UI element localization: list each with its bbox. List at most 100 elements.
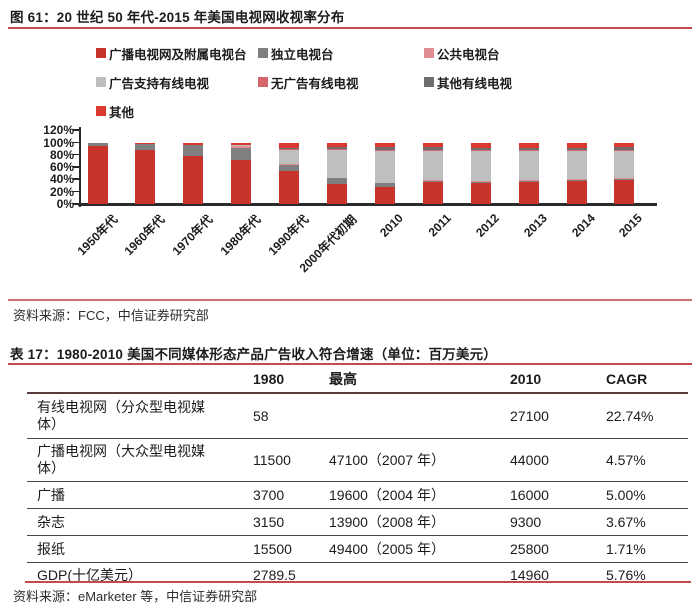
x-tick-label: 2011 [425, 211, 454, 240]
bar-segment [374, 149, 395, 152]
value-cell: 3150 [253, 513, 285, 530]
row-label-cell: 广播电视网（大众型电视媒体） [37, 443, 205, 476]
value-cell: 5.76% [606, 567, 646, 583]
value-cell: 11500 [253, 451, 291, 468]
bar-segment [566, 180, 587, 204]
x-tick-label: 1970年代 [169, 212, 216, 259]
legend-item: 独立电视台 [258, 46, 334, 62]
value-cell: 47100（2007 年） [329, 451, 445, 468]
value-cell: 44000 [510, 451, 549, 468]
value-cell: 15500 [253, 540, 292, 557]
table-row: 杂志 3150 13900（2008 年） 9300 3.67% [27, 508, 688, 535]
legend-label: 广播电视网及附属电视台 [109, 47, 247, 62]
table-source: 资料来源：eMarketer 等，中信证券研究部 [13, 589, 258, 604]
value-cell: 13900（2008 年） [329, 513, 445, 530]
bar-segment [135, 150, 156, 204]
value-cell: 19600（2004 年） [329, 486, 445, 503]
row-label-cell: 报纸 [37, 540, 65, 557]
x-tick-label: 1950年代 [74, 212, 120, 259]
y-tick-label: 60% [49, 160, 74, 175]
y-tick-mark [73, 129, 79, 131]
bar-segment [231, 160, 252, 204]
bar-segment [279, 150, 300, 164]
bar-segment [87, 146, 108, 204]
legend-label: 广告支持有线电视 [109, 76, 210, 91]
row-label-cell: 有线电视网（分众型电视媒体） [37, 399, 205, 432]
table-row: 有线电视网（分众型电视媒体） 58 27100 22.74% [27, 394, 688, 438]
bar-segment [566, 148, 587, 150]
bar-segment [518, 181, 539, 182]
legend-swatch-icon [424, 77, 434, 87]
bar-segment [231, 146, 252, 149]
x-tick-label: 1980年代 [217, 212, 264, 259]
bar-segment [566, 178, 587, 180]
y-axis-line [79, 127, 81, 207]
y-tick-label: 100% [43, 135, 74, 150]
bar-segment [374, 147, 395, 150]
table-title: 表 17：1980-2010 美国不同媒体形态产品广告收入符合增速（单位：百万美… [10, 347, 497, 362]
value-cell: 2789.5 [253, 567, 296, 583]
value-cell: 25800 [510, 540, 549, 557]
y-tick-mark [73, 203, 79, 205]
bar-segment [518, 149, 539, 152]
x-tick-label: 2015 [616, 211, 646, 240]
bar-segment [470, 148, 491, 150]
y-tick-mark [73, 190, 79, 193]
value-cell: 27100 [510, 407, 549, 424]
value-cell: 4.57% [606, 451, 646, 468]
legend-label: 其他 [109, 105, 135, 120]
legend-item: 其他 [96, 104, 135, 120]
bar-segment [518, 142, 539, 149]
bar-segment [327, 149, 347, 179]
bar-segment [327, 142, 347, 147]
legend-item: 广播电视网及附属电视台 [96, 46, 247, 62]
bar-segment [279, 148, 300, 150]
legend-swatch-icon [96, 48, 106, 58]
bar-segment [566, 149, 587, 152]
legend-swatch-icon [96, 77, 106, 87]
bar-segment [231, 142, 252, 145]
bar-segment [470, 181, 491, 183]
bar-segment [279, 170, 300, 204]
bar-segment [566, 151, 587, 179]
bar-segment [279, 165, 300, 171]
bar-segment [614, 151, 635, 178]
value-cell: 16000 [510, 486, 549, 503]
data-table: 1980 最高 2010 CAGR 有线电视网（分众型电视媒体） 58 27100 22.74… [27, 366, 688, 588]
x-tick-label: 2013 [520, 211, 550, 240]
chart-legend: 广播电视网及附属电视台 独立电视台 公共电视台 广告支持有线电视 无广告有线电视 其他有线… [0, 0, 700, 120]
bar-segment [327, 183, 347, 204]
bar-segment [422, 149, 443, 152]
figure-title-rule [8, 27, 692, 29]
table-row: 广播电视网（大众型电视媒体） 11500 47100（2007 年） 44000 4.5… [27, 438, 688, 481]
column-header: 2010 [510, 370, 542, 387]
legend-swatch-icon [258, 77, 268, 87]
bar-segment [279, 142, 300, 149]
x-axis-line [78, 203, 657, 206]
legend-item: 无广告有线电视 [258, 75, 359, 91]
legend-swatch-icon [424, 48, 434, 58]
bar-segment [135, 143, 156, 151]
bar-segment [135, 142, 156, 144]
x-tick-label: 2010 [377, 211, 406, 240]
row-label-cell: 广播 [37, 486, 65, 503]
y-tick-mark [73, 178, 79, 180]
row-label-cell: 杂志 [37, 513, 65, 530]
bar-segment [279, 164, 300, 166]
y-tick-mark [73, 166, 79, 168]
bar-segment [327, 146, 347, 149]
x-tick-label: 2012 [472, 211, 502, 240]
legend-item: 公共电视台 [424, 46, 500, 62]
bar-segment [614, 177, 635, 179]
value-cell: 1.71% [606, 540, 646, 557]
value-cell: 9300 [510, 513, 542, 530]
y-tick-mark [73, 141, 79, 143]
bar-segment [470, 182, 491, 204]
bar-segment [327, 148, 347, 150]
table-title-rule [8, 363, 692, 365]
legend-label: 公共电视台 [437, 47, 500, 62]
table-bottom-rule [25, 581, 691, 583]
legend-label: 独立电视台 [271, 47, 334, 62]
x-tick-label: 1960年代 [121, 212, 168, 259]
